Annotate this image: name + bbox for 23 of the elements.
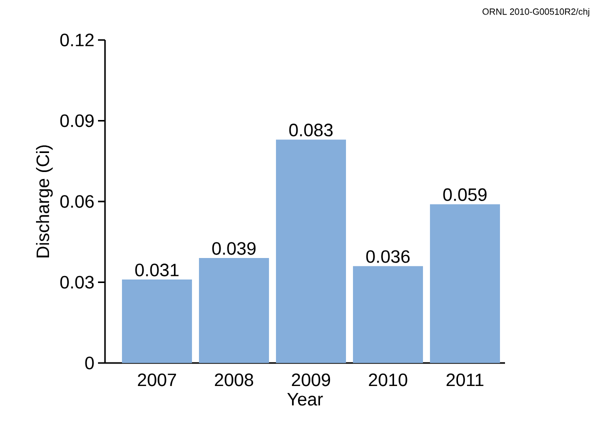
y-tick-label: 0.12 [60,34,94,46]
x-axis-title: Year [287,393,323,406]
bar [352,266,423,363]
y-axis-title: Discharge (Ci) [36,145,53,258]
bar [276,140,346,363]
y-tick-label: 0 [85,356,94,370]
text: ORNL 2010-G00510R2/chj [482,8,590,17]
x-tick-label: 2010 [368,374,408,386]
bar [430,204,500,363]
bar [198,258,269,363]
y-tick-label: 0.09 [60,114,94,128]
data-label: 0.083 [289,124,333,136]
data-label: 0.031 [135,264,179,276]
y-tick-label: 0.03 [60,276,94,289]
x-tick-label: 2008 [214,374,254,386]
x-tick-label: 2009 [292,374,330,386]
y-tick-label: 0.06 [60,195,94,208]
bar [122,280,192,363]
data-label: 0.039 [212,242,256,255]
x-tick-label: 2011 [446,374,484,386]
data-label: 0.036 [366,250,410,263]
x-tick-label: 2007 [138,374,176,386]
data-label: 0.059 [443,188,487,201]
